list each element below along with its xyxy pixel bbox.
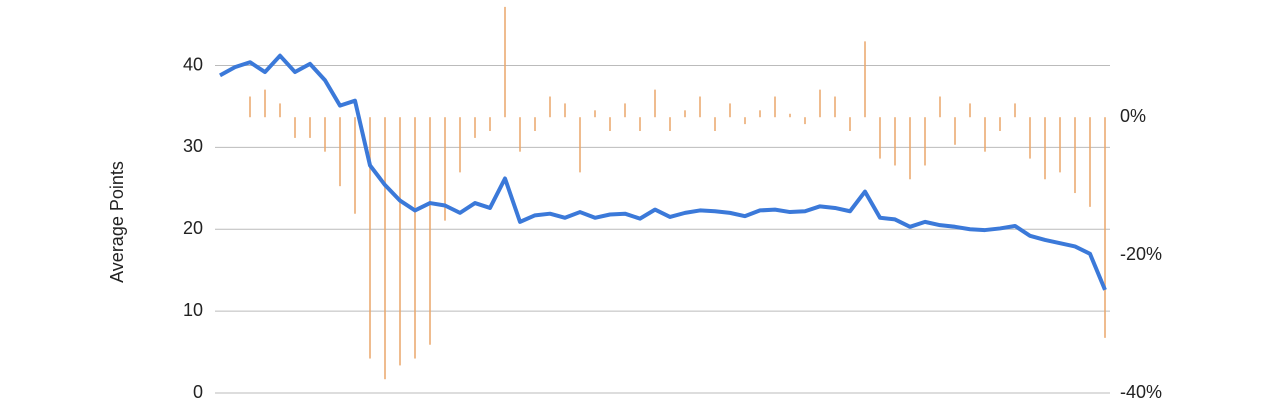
- bar: [1029, 117, 1031, 159]
- y2-tick-label: -40%: [1120, 382, 1162, 402]
- bar: [669, 117, 671, 131]
- bar: [1089, 117, 1091, 207]
- y-tick-label: 30: [183, 136, 203, 156]
- bar: [894, 117, 896, 166]
- bar: [1104, 117, 1106, 338]
- bar: [834, 96, 836, 118]
- line: [219, 53, 1107, 291]
- bar: [519, 117, 521, 152]
- bar: [699, 96, 701, 118]
- y-tick-label: 40: [183, 54, 203, 74]
- bar: [639, 117, 641, 131]
- bar: [549, 96, 551, 118]
- bar: [579, 117, 581, 173]
- bar: [369, 117, 371, 359]
- bar: [624, 103, 626, 118]
- bar: [684, 110, 686, 118]
- bar: [759, 110, 761, 118]
- bar: [909, 117, 911, 180]
- bar: [414, 117, 416, 359]
- bar: [789, 113, 791, 118]
- bar: [804, 117, 806, 125]
- bar: [594, 110, 596, 118]
- bar: [1044, 117, 1046, 180]
- y2-tick-label: -20%: [1120, 244, 1162, 264]
- bar: [924, 117, 926, 166]
- bar: [324, 117, 326, 152]
- bar: [999, 117, 1001, 131]
- bar: [744, 117, 746, 125]
- bar: [354, 117, 356, 214]
- y-tick-label: 10: [183, 300, 203, 320]
- bar: [474, 117, 476, 138]
- y-tick-label: 20: [183, 218, 203, 238]
- bar: [954, 117, 956, 145]
- bar: [939, 96, 941, 118]
- bar: [1074, 117, 1076, 194]
- bar: [609, 117, 611, 131]
- bar: [249, 96, 251, 118]
- bar: [489, 117, 491, 131]
- bar: [504, 6, 506, 118]
- bar: [1059, 117, 1061, 173]
- bar: [1014, 103, 1016, 118]
- y2-tick-label: 0%: [1120, 106, 1146, 126]
- bar: [729, 103, 731, 118]
- y-tick-label: 0: [193, 382, 203, 402]
- bar: [384, 117, 386, 380]
- bar: [984, 117, 986, 152]
- bar: [279, 103, 281, 118]
- bar: [774, 96, 776, 118]
- bar: [444, 117, 446, 221]
- bar: [714, 117, 716, 131]
- bar: [564, 103, 566, 118]
- bar: [819, 89, 821, 118]
- bar: [849, 117, 851, 131]
- bar: [294, 117, 296, 138]
- bar: [534, 117, 536, 131]
- bar: [969, 103, 971, 118]
- bar: [654, 89, 656, 118]
- bar: [264, 89, 266, 118]
- bar: [864, 41, 866, 118]
- bar: [339, 117, 341, 187]
- bar: [429, 117, 431, 345]
- y-axis-label: Average Points: [107, 161, 127, 283]
- bar: [309, 117, 311, 138]
- bar: [459, 117, 461, 173]
- bar: [879, 117, 881, 159]
- bar: [399, 117, 401, 366]
